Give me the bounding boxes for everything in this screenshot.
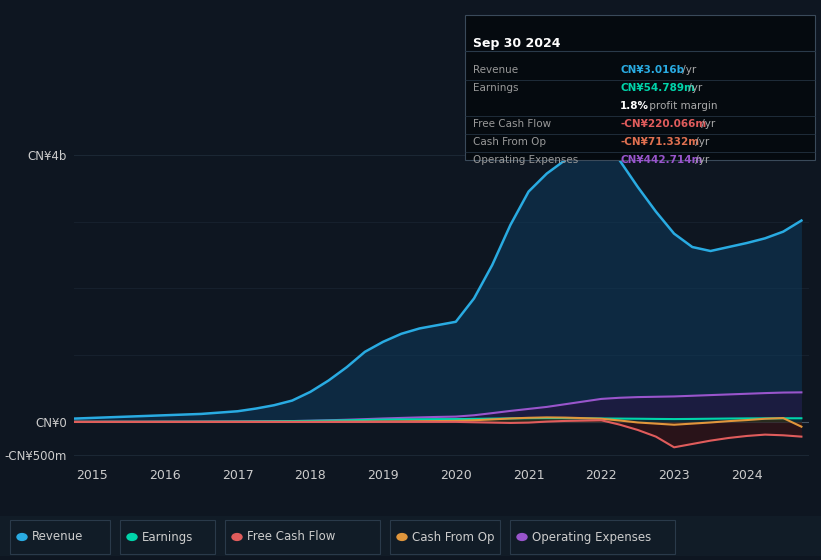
Text: CN¥442.714m: CN¥442.714m xyxy=(620,155,703,165)
Text: Cash From Op: Cash From Op xyxy=(473,137,546,147)
Text: Operating Expenses: Operating Expenses xyxy=(473,155,578,165)
Text: /yr: /yr xyxy=(698,119,715,129)
Text: Revenue: Revenue xyxy=(32,530,84,544)
Text: Revenue: Revenue xyxy=(473,65,518,75)
Text: Earnings: Earnings xyxy=(473,83,519,93)
Text: /yr: /yr xyxy=(691,155,709,165)
Text: Operating Expenses: Operating Expenses xyxy=(532,530,651,544)
Text: Sep 30 2024: Sep 30 2024 xyxy=(473,37,561,50)
Text: profit margin: profit margin xyxy=(646,101,718,111)
Text: Cash From Op: Cash From Op xyxy=(412,530,494,544)
Text: CN¥54.789m: CN¥54.789m xyxy=(620,83,695,93)
Text: Free Cash Flow: Free Cash Flow xyxy=(473,119,551,129)
Text: /yr: /yr xyxy=(685,83,702,93)
Text: CN¥3.016b: CN¥3.016b xyxy=(620,65,684,75)
Text: 1.8%: 1.8% xyxy=(620,101,649,111)
Text: Earnings: Earnings xyxy=(142,530,194,544)
Text: -CN¥220.066m: -CN¥220.066m xyxy=(620,119,706,129)
Text: Free Cash Flow: Free Cash Flow xyxy=(247,530,335,544)
Text: /yr: /yr xyxy=(691,137,709,147)
Text: -CN¥71.332m: -CN¥71.332m xyxy=(620,137,699,147)
Text: /yr: /yr xyxy=(678,65,695,75)
